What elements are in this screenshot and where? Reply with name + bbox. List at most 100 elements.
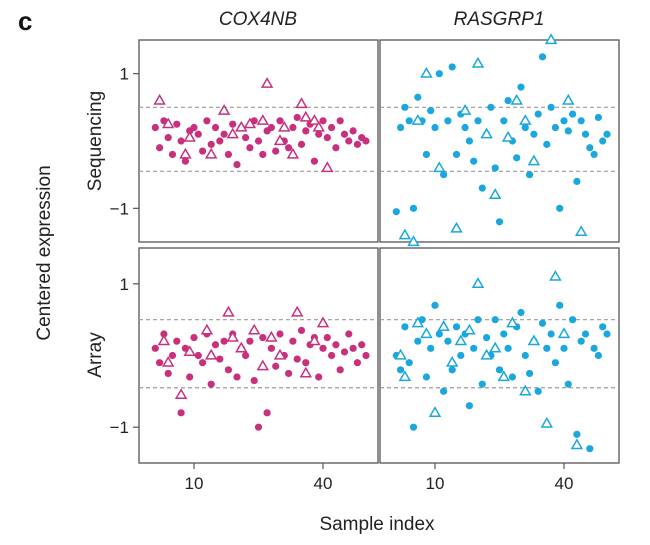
y-tick-label: 1 [120,275,129,294]
data-point-dot [556,301,564,309]
data-point-dot [224,150,232,159]
data-point-dot [517,83,525,91]
data-point-dot [302,127,310,135]
data-point-triangle [312,120,325,132]
column-title-rasgrp1: RASGRP1 [454,9,545,30]
panel-rasgrp1-array: 10 40 [379,247,620,493]
data-point-triangle [235,120,248,132]
data-point-dot [194,130,202,138]
data-point-dot [323,134,331,142]
row-label-array: Array [85,332,106,378]
data-point-triangle [562,93,575,105]
data-point-dot [323,333,331,342]
data-point-dot [547,330,555,338]
data-point-dot [564,380,572,388]
data-point-dot [332,144,340,152]
x-axis-label: Sample index [319,514,435,535]
data-point-dot [470,157,478,165]
data-point-dot [526,369,534,378]
data-point-triangle [161,117,175,129]
data-point-triangle [398,370,412,382]
data-point-triangle [557,327,571,339]
data-point-dot [194,351,202,360]
data-point-triangle [243,117,257,129]
data-point-dot [319,344,327,352]
data-point-dot [435,330,443,338]
data-point-triangle [321,161,334,173]
row-label-sequencing: Sequencing [85,91,106,191]
data-point-dot [229,120,237,128]
data-point-triangle [527,334,541,346]
data-point-triangle [286,147,300,159]
data-point-dot [190,333,198,342]
data-point-dot [581,130,590,138]
data-point-dot [246,337,254,345]
data-point-dot [358,341,366,349]
data-point-dot [577,117,585,125]
data-point-dot [199,147,207,155]
data-point-dot [293,113,301,122]
data-point-triangle [501,130,515,142]
data-point-dot [547,103,555,111]
data-point-dot [560,344,568,352]
data-point-triangle [394,348,407,360]
x-tick-label: 10 [185,474,204,493]
data-point-triangle [183,345,196,357]
data-point-dot [181,157,189,165]
data-point-dot [156,144,164,152]
data-point-triangle [497,370,511,382]
data-point-dot [594,113,603,122]
data-point-dot [586,144,594,152]
data-point-dot [483,333,491,342]
data-point-dot [242,134,250,142]
data-point-triangle [265,330,278,342]
data-point-dot [362,351,370,360]
data-point-triangle [278,120,291,132]
data-point-dot [254,423,263,431]
data-point-dot [599,323,607,331]
data-point-triangle [200,323,214,335]
data-point-dot [487,103,495,111]
data-point-dot [551,359,560,367]
data-point-dot [534,387,542,395]
data-point-dot [500,330,508,338]
data-point-triangle [411,114,425,125]
data-point-dot [470,344,478,352]
data-point-dot [513,154,521,162]
data-point-dot [332,341,340,349]
data-point-dot [250,376,258,385]
data-point-dot [289,337,297,345]
data-point-triangle [226,127,239,139]
data-point-triangle [510,93,523,105]
data-point-dot [220,130,228,138]
data-point-triangle [260,77,274,88]
data-point-dot [173,337,181,345]
data-point-triangle [519,384,532,396]
data-point-triangle [308,334,321,346]
data-point-dot [573,430,581,438]
data-point-triangle [420,327,433,339]
data-point-dot [328,123,336,132]
data-point-triangle [222,305,235,317]
data-point-dot [474,117,482,125]
data-point-triangle [179,147,192,159]
data-point-dot [392,208,400,216]
data-point-dot [560,117,568,125]
x-tick-label: 10 [426,474,445,493]
data-point-dot [246,144,254,152]
x-tick-label: 40 [314,474,333,493]
data-point-dot [440,387,448,395]
data-point-dot [590,150,598,159]
data-point-dot [581,330,590,338]
data-point-dot [414,337,422,345]
panel-frame [138,247,379,464]
y-tick-label: −1 [110,199,129,218]
data-point-dot [199,359,207,367]
data-point-dot [435,70,443,78]
data-point-dot [401,323,409,331]
data-point-dot [409,204,418,212]
data-point-triangle [445,355,459,367]
data-point-dot [254,137,263,145]
data-point-dot [521,351,529,360]
